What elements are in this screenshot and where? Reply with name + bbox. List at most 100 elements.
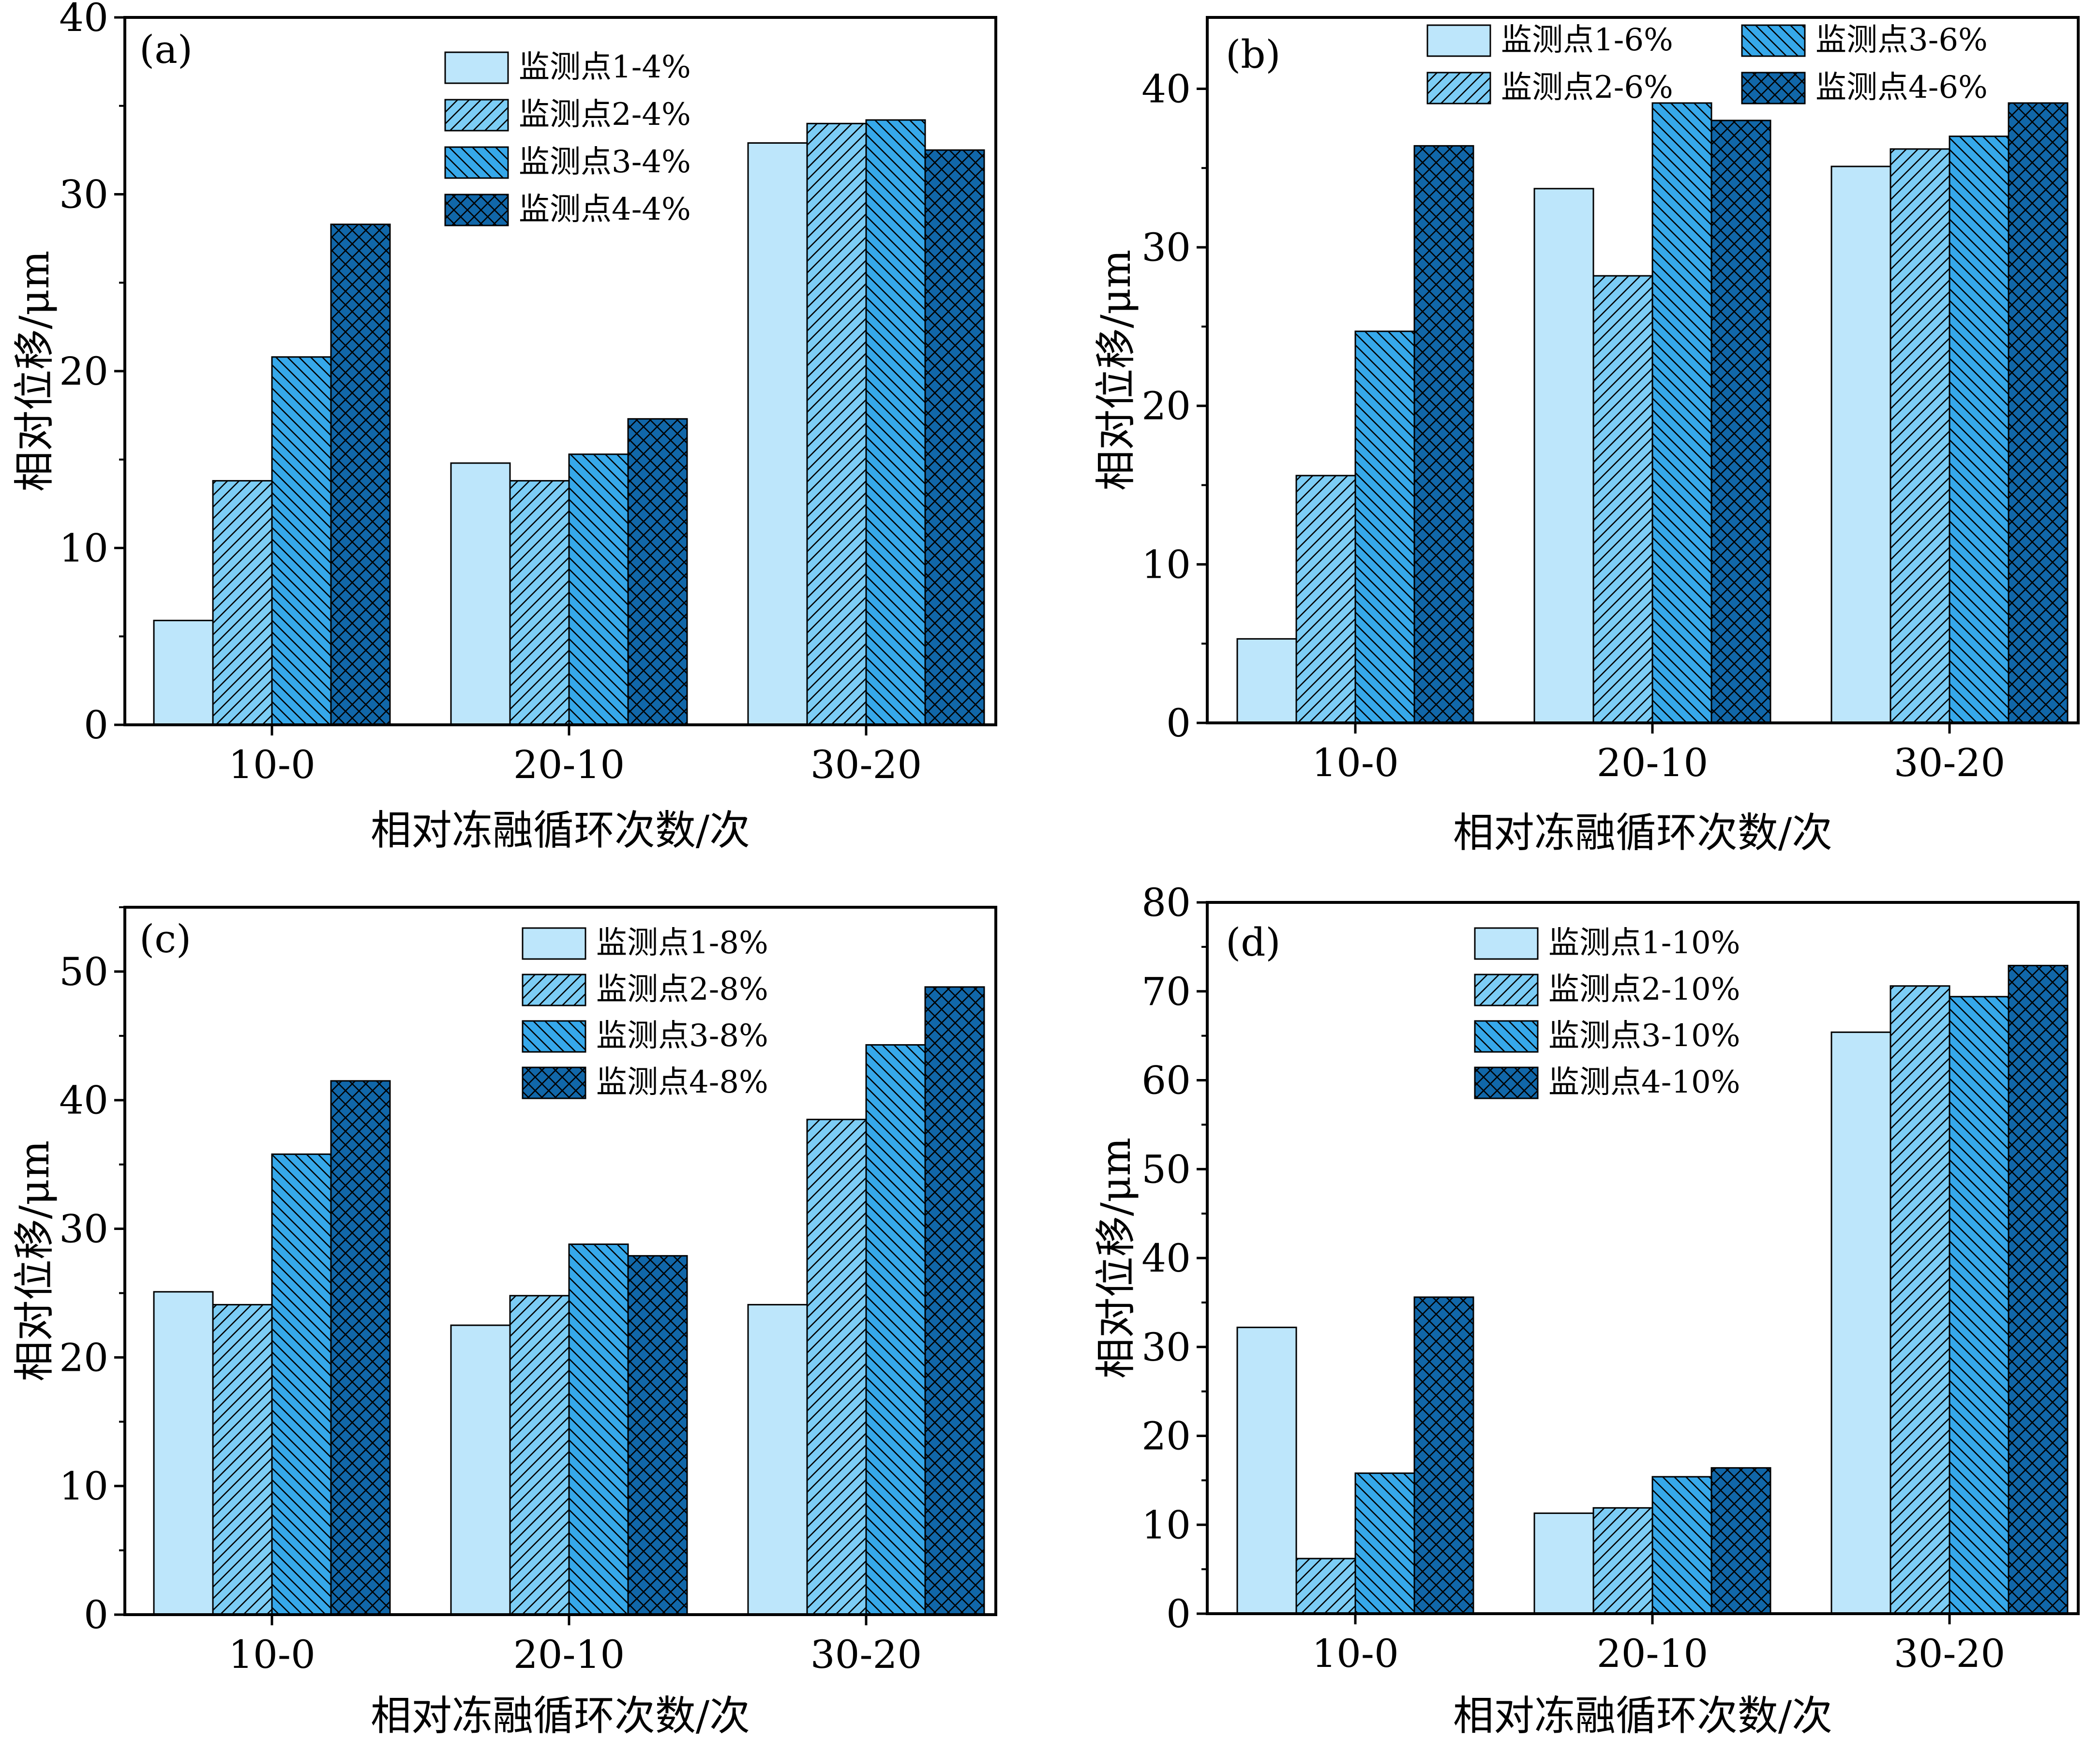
panel-d-xtick-label-30-20: 30-20 — [1894, 1631, 2006, 1676]
panel-c-bar-s2-10-0 — [212, 1304, 273, 1616]
panel-c-xtick-label-30-20: 30-20 — [810, 1632, 922, 1677]
panel-d-bar-s1-10-0 — [1236, 1326, 1297, 1615]
panel-d-xtick-label-10-0: 10-0 — [1312, 1631, 1399, 1676]
panel-a-bar-s2-20-10 — [509, 480, 570, 726]
panel-d-legend-swatch-1 — [1474, 927, 1539, 960]
panel-d-bar-s3-20-10 — [1651, 1476, 1712, 1615]
panel-b-bar-s2-10-0 — [1295, 475, 1356, 724]
panel-d-ytick-label-50: 50 — [1141, 1147, 1191, 1192]
panel-b-bar-s3-20-10 — [1651, 102, 1712, 724]
panel-a-legend-label-4: 监测点4-4% — [519, 192, 691, 227]
panel-b-ytick-label-10: 10 — [1141, 542, 1191, 587]
panel-b-xtick-label-20-10: 20-10 — [1597, 740, 1709, 785]
panel-a-bar-s2-30-20 — [806, 122, 867, 726]
panel-d-ytick-label-60: 60 — [1141, 1058, 1191, 1103]
panel-b-legend-label-4: 监测点4-6% — [1815, 70, 1988, 105]
panel-d-bar-s1-30-20 — [1830, 1031, 1891, 1615]
panel-d-y-axis-title: 相对位移/μm — [1092, 1138, 1140, 1379]
panel-d-bar-s3-10-0 — [1354, 1472, 1415, 1615]
panel-c-xtick-label-20-10: 20-10 — [513, 1632, 625, 1677]
panel-c-bar-s1-30-20 — [747, 1304, 808, 1616]
panel-b-bar-s2-20-10 — [1592, 275, 1653, 724]
panel-a-xtick-label-20-10: 20-10 — [513, 742, 625, 787]
panel-b-legend-label-3: 监测点3-6% — [1815, 22, 1988, 58]
panel-a-legend-label-2: 监测点2-4% — [519, 97, 691, 133]
panel-a-xtick-label-10-0: 10-0 — [228, 742, 315, 787]
panel-c-bar-s4-20-10 — [627, 1255, 688, 1616]
panel-a-x-axis-title: 相对冻融循环次数/次 — [371, 807, 750, 854]
panel-a-bar-s3-10-0 — [271, 356, 332, 726]
panel-b-legend-label-2: 监测点2-6% — [1501, 70, 1673, 105]
panel-d-bar-s2-20-10 — [1592, 1507, 1653, 1615]
panel-b-y-axis-title: 相对位移/μm — [1092, 250, 1140, 491]
panel-c-bar-s3-30-20 — [865, 1044, 926, 1616]
panel-a-ytick-label-10: 10 — [59, 526, 108, 571]
panel-d-legend: 监测点1-10% 监测点2-10% 监测点3-10% 监测点4-10% — [1474, 925, 1740, 1100]
panel-d-legend-label-4: 监测点4-10% — [1548, 1064, 1740, 1100]
panel-d-bar-s4-10-0 — [1413, 1296, 1474, 1615]
panel-c-legend-swatch-4 — [522, 1066, 586, 1099]
panel-d-legend-label-3: 监测点3-10% — [1548, 1018, 1740, 1054]
panel-c-legend-swatch-1 — [522, 927, 586, 960]
panel-b-ytick-label-0: 0 — [1166, 701, 1191, 746]
panel-c-legend-swatch-2 — [522, 974, 586, 1006]
panel-c-frame — [123, 906, 997, 1616]
panel-b-bar-s3-10-0 — [1354, 330, 1415, 724]
panel-d-ytick-label-0: 0 — [1166, 1591, 1191, 1636]
panel-b-ytick-label-30: 30 — [1141, 225, 1191, 270]
panel-d-legend-swatch-2 — [1474, 974, 1539, 1006]
panel-c-ytick-label-20: 20 — [59, 1335, 108, 1380]
panel-c-ytick-label-40: 40 — [59, 1078, 108, 1123]
panel-a-label: (a) — [139, 27, 193, 72]
panel-d-ytick-label-10: 10 — [1141, 1502, 1191, 1547]
panel-a-legend-label-3: 监测点3-4% — [519, 144, 691, 180]
panel-a-bar-s3-30-20 — [865, 119, 926, 726]
panel-c-bar-s1-10-0 — [153, 1291, 214, 1616]
panel-d-bar-s2-30-20 — [1890, 985, 1950, 1615]
panel-b-bar-s4-20-10 — [1710, 120, 1771, 724]
panel-d-ytick-label-20: 20 — [1141, 1414, 1191, 1459]
panel-c-legend-label-1: 监测点1-8% — [596, 925, 768, 961]
panel-b-xtick-label-30-20: 30-20 — [1894, 740, 2006, 785]
panel-a-frame — [123, 16, 997, 726]
panel-d-bar-s2-10-0 — [1295, 1558, 1356, 1615]
panel-b-label: (b) — [1226, 32, 1281, 77]
panel-a-y-axis-title: 相对位移/μm — [11, 251, 58, 492]
panel-c-bar-s1-20-10 — [450, 1324, 511, 1616]
panel-b-frame — [1206, 16, 2080, 724]
panel-c-label: (c) — [139, 916, 191, 961]
panel-d-legend-swatch-4 — [1474, 1066, 1539, 1099]
panel-a-bar-s4-30-20 — [924, 149, 985, 726]
panel-d-legend-swatch-3 — [1474, 1020, 1539, 1053]
panel-c-bar-s2-20-10 — [509, 1295, 570, 1616]
panel-c-legend-label-3: 监测点3-8% — [596, 1018, 768, 1054]
panel-c-xtick-label-10-0: 10-0 — [228, 1632, 315, 1677]
panel-c-x-axis-title: 相对冻融循环次数/次 — [371, 1692, 750, 1739]
panel-d-legend-label-1: 监测点1-10% — [1548, 925, 1740, 961]
panel-d-bar-s1-20-10 — [1533, 1512, 1594, 1615]
panel-d-ytick-label-70: 70 — [1141, 969, 1191, 1014]
panel-c-ytick-label-0: 0 — [84, 1592, 108, 1637]
panel-c-ytick-label-10: 10 — [59, 1464, 108, 1509]
panel-c-legend-label-2: 监测点2-8% — [596, 972, 768, 1007]
panel-b-x-axis-title: 相对冻融循环次数/次 — [1453, 809, 1832, 856]
panel-b-xtick-label-10-0: 10-0 — [1312, 740, 1399, 785]
panel-c-y-axis-title: 相对位移/μm — [11, 1140, 58, 1382]
panel-d-bar-s3-30-20 — [1949, 996, 2010, 1615]
panel-c-bar-s3-10-0 — [271, 1153, 332, 1616]
panel-b-ytick-label-20: 20 — [1141, 384, 1191, 429]
panel-b-bar-s1-30-20 — [1830, 165, 1891, 724]
panel-b-legend-swatch-3 — [1741, 24, 1806, 57]
panel-a-bar-s1-30-20 — [747, 142, 808, 726]
panel-d-ytick-label-30: 30 — [1141, 1325, 1191, 1370]
panel-d-bar-s4-20-10 — [1710, 1467, 1771, 1615]
panel-d-x-axis-title: 相对冻融循环次数/次 — [1453, 1692, 1832, 1739]
panel-a-legend-swatch-2 — [444, 99, 509, 132]
